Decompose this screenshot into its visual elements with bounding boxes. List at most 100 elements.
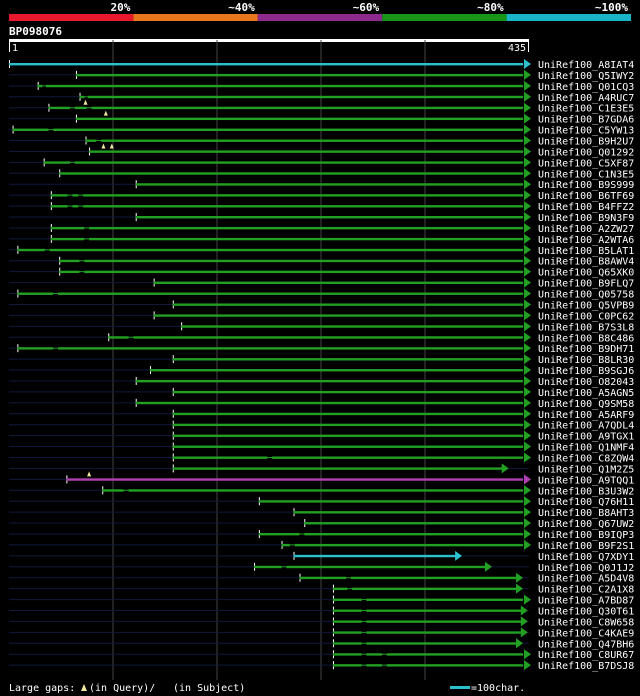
hit-label[interactable]: UniRef100_Q5VPB9 xyxy=(538,300,634,311)
hit-label[interactable]: UniRef100_A9TGX1 xyxy=(538,432,634,443)
hit-row[interactable]: UniRef100_B8LR30 xyxy=(9,354,634,366)
hit-row[interactable]: UniRef100_C2A1X8 xyxy=(9,583,634,596)
hit-row[interactable]: UniRef100_A5AGN5 xyxy=(9,386,634,399)
hit-row[interactable]: UniRef100_A2WTA6 xyxy=(9,233,634,246)
hit-row[interactable]: UniRef100_A7BD87 xyxy=(9,594,634,607)
hit-label[interactable]: UniRef100_A4RUC7 xyxy=(538,93,634,104)
hit-row[interactable]: UniRef100_B8AHT3 xyxy=(9,507,634,519)
hit-row[interactable]: UniRef100_A5ARF9 xyxy=(9,408,634,421)
hit-row[interactable]: UniRef100_Q5IWY2 xyxy=(9,69,634,82)
hit-row[interactable]: UniRef100_A2ZW27 xyxy=(9,222,634,235)
hit-row[interactable]: UniRef100_B9SGJ6 xyxy=(9,365,634,377)
hit-row[interactable]: UniRef100_Q01292 xyxy=(9,143,634,158)
hit-label[interactable]: UniRef100_Q9SM58 xyxy=(538,399,634,410)
hit-label[interactable]: UniRef100_B8AWV4 xyxy=(538,257,634,268)
hit-label[interactable]: UniRef100_Q65XK0 xyxy=(538,268,634,279)
hit-label[interactable]: UniRef100_B6TF69 xyxy=(538,191,634,202)
hit-label[interactable]: UniRef100_B9SGJ6 xyxy=(538,366,634,377)
hit-label[interactable]: UniRef100_B8AHT3 xyxy=(538,508,634,519)
hit-row[interactable]: UniRef100_A9TQQ1 xyxy=(9,471,634,486)
hit-row[interactable]: UniRef100_B8AWV4 xyxy=(9,255,634,268)
hit-label[interactable]: UniRef100_Q01CQ3 xyxy=(538,82,634,93)
hit-label[interactable]: UniRef100_B7GDA6 xyxy=(538,115,634,126)
hit-label[interactable]: UniRef100_Q0J1J2 xyxy=(538,563,634,574)
hit-label[interactable]: UniRef100_Q1M2Z5 xyxy=(538,464,634,475)
hit-row[interactable]: UniRef100_Q5VPB9 xyxy=(9,299,634,311)
hit-row[interactable]: UniRef100_B6TF69 xyxy=(9,190,634,202)
hit-label[interactable]: UniRef100_C8W658 xyxy=(538,617,634,628)
hit-row[interactable]: UniRef100_Q9SM58 xyxy=(9,397,634,410)
hit-row[interactable]: UniRef100_B9DH71 xyxy=(9,343,634,355)
hit-row[interactable]: UniRef100_B9F2S1 xyxy=(9,539,634,552)
hit-label[interactable]: UniRef100_B9DH71 xyxy=(538,344,634,355)
hit-label[interactable]: UniRef100_C1N3E5 xyxy=(538,169,634,180)
hit-label[interactable]: UniRef100_Q01292 xyxy=(538,147,634,158)
hit-label[interactable]: UniRef100_B8C486 xyxy=(538,333,634,344)
hit-row[interactable]: UniRef100_C0PC62 xyxy=(9,310,634,322)
hit-label[interactable]: UniRef100_B9S999 xyxy=(538,180,634,191)
hit-label[interactable]: UniRef100_B9N3F9 xyxy=(538,213,634,224)
hit-row[interactable]: UniRef100_A8IAT4 xyxy=(9,59,634,71)
hit-row[interactable]: UniRef100_O82043 xyxy=(9,375,634,388)
hit-label[interactable]: UniRef100_Q5IWY2 xyxy=(538,71,634,82)
hit-label[interactable]: UniRef100_B3U3W2 xyxy=(538,486,634,497)
hit-label[interactable]: UniRef100_Q05758 xyxy=(538,290,634,301)
hit-label[interactable]: UniRef100_C4KAE9 xyxy=(538,628,634,639)
hit-label[interactable]: UniRef100_C1E3E5 xyxy=(538,104,634,115)
hit-row[interactable]: UniRef100_A9TGX1 xyxy=(9,430,634,443)
hit-label[interactable]: UniRef100_Q1NMF4 xyxy=(538,443,634,454)
hit-row[interactable]: UniRef100_C8UR67 xyxy=(9,649,634,661)
hit-label[interactable]: UniRef100_C8ZQW4 xyxy=(538,453,634,464)
hit-label[interactable]: UniRef100_C0PC62 xyxy=(538,311,634,322)
hit-label[interactable]: UniRef100_B4FFZ2 xyxy=(538,202,634,213)
hit-label[interactable]: UniRef100_A5ARF9 xyxy=(538,410,634,421)
hit-label[interactable]: UniRef100_A2ZW27 xyxy=(538,224,634,235)
hit-label[interactable]: UniRef100_Q30T61 xyxy=(538,607,634,618)
hit-label[interactable]: UniRef100_O82043 xyxy=(538,377,634,388)
hit-row[interactable]: UniRef100_B9FLQ7 xyxy=(9,277,634,290)
hit-row[interactable]: UniRef100_Q1NMF4 xyxy=(9,441,634,454)
hit-label[interactable]: UniRef100_Q47BH6 xyxy=(538,639,634,650)
hit-row[interactable]: UniRef100_B9H2U7 xyxy=(9,135,634,148)
hit-row[interactable]: UniRef100_Q0J1J2 xyxy=(9,561,634,574)
hit-label[interactable]: UniRef100_B7DSJ8 xyxy=(538,661,634,672)
hit-row[interactable]: UniRef100_B7GDA6 xyxy=(9,110,634,126)
hit-row[interactable]: UniRef100_C8ZQW4 xyxy=(9,452,634,464)
hit-label[interactable]: UniRef100_C8UR67 xyxy=(538,650,634,661)
hit-label[interactable]: UniRef100_Q76H11 xyxy=(538,497,634,508)
hit-label[interactable]: UniRef100_C5XF87 xyxy=(538,158,634,169)
hit-label[interactable]: UniRef100_B5LAT1 xyxy=(538,246,634,257)
hit-row[interactable]: UniRef100_B3U3W2 xyxy=(9,485,634,497)
hit-row[interactable]: UniRef100_Q05758 xyxy=(9,288,634,301)
hit-row[interactable]: UniRef100_B8C486 xyxy=(9,332,634,344)
hit-row[interactable]: UniRef100_C5YW13 xyxy=(9,124,634,137)
hit-row[interactable]: UniRef100_Q65XK0 xyxy=(9,266,634,279)
hit-row[interactable]: UniRef100_B5LAT1 xyxy=(9,244,634,257)
hit-row[interactable]: UniRef100_C1N3E5 xyxy=(9,168,634,180)
hit-row[interactable]: UniRef100_C5XF87 xyxy=(9,157,634,169)
hit-label[interactable]: UniRef100_B9IQP3 xyxy=(538,530,634,541)
hit-label[interactable]: UniRef100_C5YW13 xyxy=(538,126,634,137)
hit-label[interactable]: UniRef100_Q7XDY1 xyxy=(538,552,634,563)
hit-row[interactable]: UniRef100_C4KAE9 xyxy=(9,627,634,639)
hit-row[interactable]: UniRef100_A5D4V8 xyxy=(9,572,634,585)
hit-row[interactable]: UniRef100_B7S3L8 xyxy=(9,321,634,333)
hit-label[interactable]: UniRef100_B7S3L8 xyxy=(538,322,634,333)
hit-row[interactable]: UniRef100_Q30T61 xyxy=(9,605,634,618)
hit-row[interactable]: UniRef100_Q7XDY1 xyxy=(9,550,634,563)
hit-label[interactable]: UniRef100_A5AGN5 xyxy=(538,388,634,399)
hit-label[interactable]: UniRef100_A8IAT4 xyxy=(538,60,634,71)
hit-label[interactable]: UniRef100_B9FLQ7 xyxy=(538,279,634,290)
hit-row[interactable]: UniRef100_Q67UW2 xyxy=(9,518,634,530)
hit-label[interactable]: UniRef100_A7BD87 xyxy=(538,596,634,607)
hit-label[interactable]: UniRef100_B9H2U7 xyxy=(538,137,634,148)
hit-label[interactable]: UniRef100_B9F2S1 xyxy=(538,541,634,552)
hit-row[interactable]: UniRef100_A4RUC7 xyxy=(9,91,634,104)
hit-label[interactable]: UniRef100_A7QDL4 xyxy=(538,421,634,432)
hit-row[interactable]: UniRef100_Q1M2Z5 xyxy=(9,463,634,475)
hit-row[interactable]: UniRef100_B4FFZ2 xyxy=(9,201,634,213)
hit-row[interactable]: UniRef100_Q47BH6 xyxy=(9,638,634,650)
hit-row[interactable]: UniRef100_B7DSJ8 xyxy=(9,660,634,672)
hit-row[interactable]: UniRef100_B9IQP3 xyxy=(9,528,634,541)
hit-row[interactable]: UniRef100_C1E3E5 xyxy=(9,99,634,115)
